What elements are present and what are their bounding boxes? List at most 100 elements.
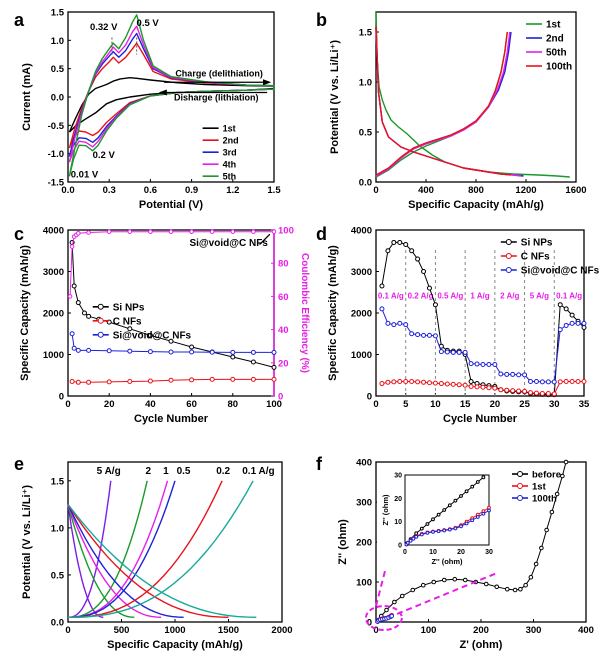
series-charge-0.1 A/g	[67, 480, 254, 618]
legend-entry: 4th	[223, 160, 237, 170]
series-marker-Si@void@C NFs	[432, 333, 438, 339]
series-marker-C NFs	[539, 391, 545, 397]
rate-label: 1	[163, 466, 169, 477]
rate-label: 0.1 A/g	[378, 291, 404, 300]
series-discharge-0.2	[67, 504, 229, 618]
y-axis-label: Z'' (ohm)	[337, 519, 349, 565]
y2-tick-label: 40	[278, 325, 289, 336]
inset-series-marker-100th	[431, 530, 435, 534]
x-tick-label: 400	[578, 625, 594, 636]
series-marker-C NFs	[426, 380, 432, 386]
series-marker-Si@void@C NFs	[86, 347, 92, 353]
series-marker-ce	[168, 229, 174, 234]
series-marker-Si NPs	[250, 359, 256, 365]
series-marker-C NFs	[69, 378, 75, 384]
inset-y-tick-label: 0	[398, 543, 402, 550]
y2-axis-label: Coulombic Efficiency (%)	[299, 253, 310, 373]
series-marker-C NFs	[75, 379, 81, 385]
series-marker-ce	[76, 231, 81, 236]
inset-series-marker-before	[419, 526, 424, 531]
series-marker-C NFs	[432, 380, 438, 386]
inset-series-marker-100th	[447, 527, 452, 532]
y-tick-label: 0	[59, 392, 64, 403]
legend-entry: 50th	[546, 48, 567, 59]
x-tick-label: 800	[468, 185, 484, 196]
series-marker-Si@void@C NFs	[468, 361, 474, 367]
series-marker-before	[523, 582, 528, 588]
series-marker-Si@void@C NFs	[409, 331, 415, 337]
legend-marker	[505, 253, 512, 259]
series-marker-Si@void@C NFs	[168, 349, 174, 355]
legend-marker	[505, 267, 512, 273]
series-marker-before	[563, 459, 569, 465]
series-discharge-2	[67, 504, 135, 618]
series-marker-Si@void@C NFs	[545, 379, 551, 385]
x-tick-label: 0.6	[144, 185, 157, 196]
series-charge-1st	[375, 31, 508, 178]
series-marker-Si@void@C NFs	[69, 331, 75, 337]
x-tick-label: 100	[266, 399, 282, 410]
series-marker-ce	[230, 229, 236, 234]
series-marker-C NFs	[415, 379, 421, 385]
series-marker-C NFs	[168, 377, 174, 383]
series-marker-Si NPs	[75, 300, 81, 306]
inset-series-marker-100th	[470, 518, 475, 523]
x-tick-label: 200	[473, 625, 489, 636]
inset-series-marker-before	[459, 494, 463, 498]
series-marker-before	[533, 561, 539, 567]
series-marker-ce	[209, 229, 215, 234]
zoom-ellipse	[364, 605, 403, 631]
annotation: 0.01 V	[71, 169, 99, 180]
y2-tick-label: 100	[278, 226, 294, 237]
rate-label: 2 A/g	[500, 291, 519, 300]
legend-entry: 1st	[223, 124, 236, 134]
panel-label: b	[316, 10, 327, 30]
series-marker-Si NPs	[468, 378, 474, 384]
x-axis-label: Cycle Number	[443, 413, 518, 425]
series-marker-Si@void@C NFs	[569, 320, 575, 326]
inset-series-marker-100th	[425, 530, 430, 535]
series-marker-Si@void@C NFs	[557, 327, 563, 333]
inset-series-marker-before	[447, 503, 452, 508]
series-marker-C NFs	[379, 381, 385, 387]
y-axis-label: Potential (V vs. Li/Li⁺)	[21, 485, 33, 599]
y-tick-label: 1000	[43, 350, 64, 361]
legend-entry: before	[532, 470, 561, 481]
y-tick-label: 1.0	[51, 36, 64, 47]
inset-x-tick-label: 0	[403, 549, 407, 556]
series-marker-before	[494, 584, 500, 590]
rate-label: 0.5 A/g	[437, 291, 463, 300]
rate-label: 1 A/g	[470, 291, 489, 300]
x-tick-label: 1000	[164, 625, 185, 636]
series-marker-Si@void@C NFs	[575, 320, 581, 326]
series-marker-before	[392, 599, 397, 605]
legend-entry: 3rd	[223, 148, 237, 158]
series-marker-Si NPs	[403, 242, 409, 248]
x-tick-label: 0	[373, 625, 378, 636]
series-marker-before	[431, 579, 437, 585]
series-marker-Si@void@C NFs	[504, 371, 510, 377]
inset-series-marker-100th	[475, 515, 480, 519]
series-marker-Si@void@C NFs	[498, 371, 504, 377]
series-marker-C NFs	[563, 378, 569, 384]
y-axis-label: Specific Capacity (mAh/g)	[327, 245, 339, 381]
series-marker-before	[528, 574, 534, 580]
y-tick-label: 1.5	[51, 8, 65, 19]
series-marker-100th	[389, 613, 395, 619]
legend-marker	[97, 303, 104, 310]
series-marker-Si@void@C NFs	[415, 332, 421, 338]
x-tick-label: 500	[114, 625, 130, 636]
x-tick-label: 1600	[565, 185, 586, 196]
x-tick-label: 20	[104, 399, 115, 410]
series-line-5th	[68, 14, 275, 177]
rate-label: 0.2	[216, 466, 230, 477]
y-tick-label: 1.5	[51, 476, 65, 487]
inset-series-marker-100th	[405, 541, 410, 545]
series-marker-Si NPs	[189, 344, 195, 350]
inset-series-marker-before	[453, 498, 458, 503]
panel-label: e	[14, 454, 24, 474]
series-marker-Si NPs	[81, 310, 87, 316]
x-axis-label: Cycle Number	[134, 413, 209, 425]
panel-label: c	[14, 224, 24, 244]
